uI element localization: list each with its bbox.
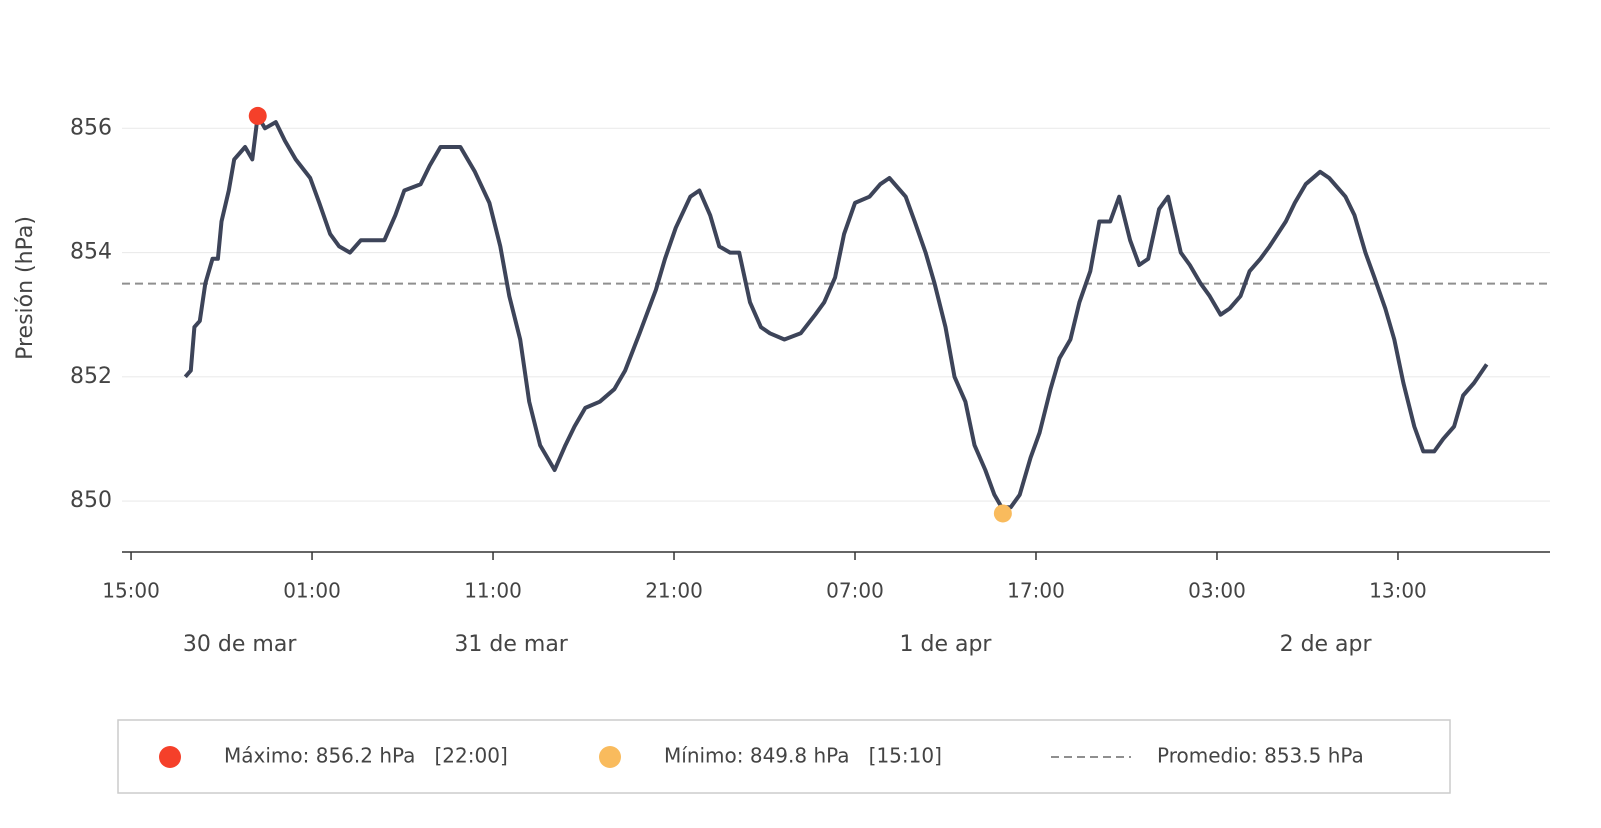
x-tick-label: 15:00: [102, 579, 160, 603]
legend-label: Promedio: 853.5 hPa: [1157, 744, 1364, 768]
x-tick-label: 01:00: [283, 579, 341, 603]
y-tick-label: 856: [70, 115, 112, 140]
legend-label: Máximo: 856.2 hPa [22:00]: [224, 744, 508, 768]
x-tick-label: 03:00: [1188, 579, 1246, 603]
legend-marker: [599, 746, 621, 768]
y-tick-label: 854: [70, 240, 112, 265]
x-tick-label: 17:00: [1007, 579, 1065, 603]
pressure-line: [183, 113, 1489, 510]
date-label: 1 de apr: [900, 632, 993, 657]
x-tick-label: 11:00: [464, 579, 522, 603]
x-tick-label: 21:00: [645, 579, 703, 603]
extreme-marker: [993, 504, 1012, 523]
legend-marker: [159, 746, 181, 768]
legend-label: Mínimo: 849.8 hPa [15:10]: [664, 744, 942, 768]
y-tick-label: 852: [70, 364, 112, 389]
date-label: 2 de apr: [1280, 632, 1373, 657]
y-axis-label: Presión (hPa): [13, 216, 38, 360]
x-tick-label: 07:00: [826, 579, 884, 603]
legend-box: [117, 719, 1451, 794]
date-label: 31 de mar: [454, 632, 568, 657]
date-label: 30 de mar: [183, 632, 297, 657]
y-tick-label: 850: [70, 488, 112, 513]
x-tick-label: 13:00: [1369, 579, 1427, 603]
extreme-marker: [248, 106, 267, 125]
